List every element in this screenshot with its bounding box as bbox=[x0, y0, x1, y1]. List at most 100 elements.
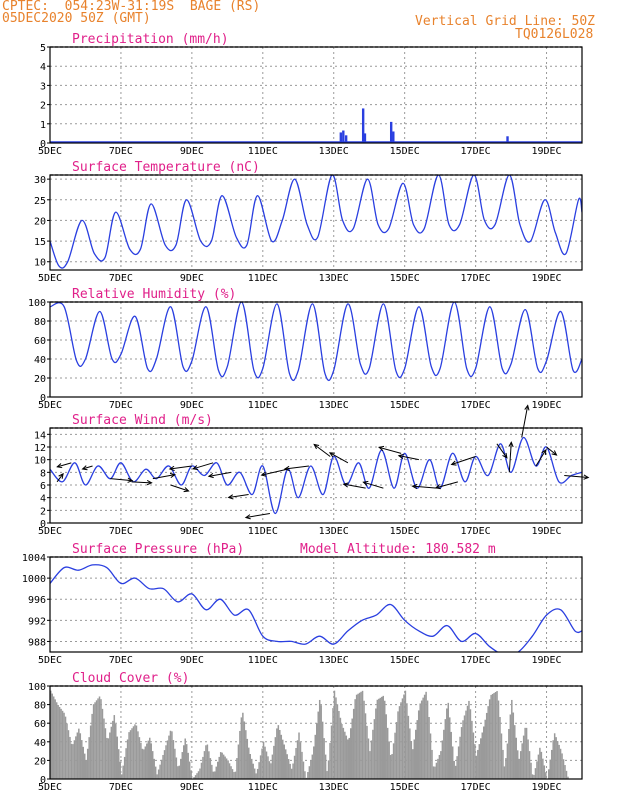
pressure-xtick-label: 9DEC bbox=[180, 655, 204, 666]
cloud-bar bbox=[132, 726, 135, 779]
cloud-bar bbox=[357, 693, 359, 779]
wind-vector-arrowhead bbox=[524, 404, 530, 411]
wind-vector-arrowhead bbox=[378, 445, 385, 451]
cloud-bar bbox=[459, 736, 461, 779]
cloud-bar bbox=[83, 753, 86, 779]
cloud-bar bbox=[494, 692, 497, 779]
temp-xtick-label: 15DEC bbox=[390, 273, 420, 284]
wind-vector-arrow bbox=[82, 465, 93, 470]
cloud-bar bbox=[221, 752, 223, 779]
cloud-bar bbox=[55, 702, 58, 779]
pressure-ytick-label: 1004 bbox=[22, 553, 46, 564]
cloud-bar bbox=[273, 745, 275, 779]
rh-panel: 0 20 40 60 80 100 5DEC 7DEC 9DEC 11DEC 13DEC 15DEC 1… bbox=[28, 287, 583, 411]
cloud-bar bbox=[54, 699, 56, 779]
cloud-bar bbox=[82, 746, 85, 779]
cloud-bar bbox=[106, 737, 108, 779]
cloud-bar bbox=[347, 739, 349, 779]
wind-vector-arrow bbox=[56, 473, 64, 483]
wind-vector-arrowhead bbox=[260, 471, 267, 477]
wind-vector-arrowhead bbox=[397, 453, 404, 460]
wind-ytick-label: 4 bbox=[40, 494, 46, 505]
cloud-bar bbox=[481, 732, 484, 779]
cloud-bar bbox=[415, 729, 417, 779]
wind-vector-arrow bbox=[261, 468, 288, 476]
cloud-bar bbox=[422, 697, 424, 779]
cloud-bar bbox=[237, 744, 240, 779]
pressure-ytick-label: 988 bbox=[28, 637, 46, 648]
rh-title: Relative Humidity (%) bbox=[72, 287, 236, 302]
cloud-bar bbox=[307, 772, 309, 779]
cloud-bar bbox=[97, 698, 99, 779]
temp-ytick-label: 30 bbox=[34, 175, 46, 186]
wind-vector-arrow bbox=[378, 446, 402, 454]
cloud-bar bbox=[394, 732, 396, 779]
cloud-bar bbox=[60, 708, 62, 779]
temp-xtick-label: 5DEC bbox=[38, 273, 62, 284]
precip-xtick-label: 9DEC bbox=[180, 146, 204, 157]
wind-vector-arrow bbox=[208, 471, 231, 477]
cloud-bar bbox=[193, 777, 195, 779]
temp-xtick-label: 7DEC bbox=[109, 273, 133, 284]
cloud-bar bbox=[446, 708, 448, 779]
cloud-bar bbox=[401, 698, 404, 779]
cloud-bar bbox=[197, 771, 200, 779]
cloud-bar bbox=[471, 720, 473, 779]
cloud-bar bbox=[565, 770, 568, 779]
cloud-bar bbox=[116, 736, 118, 779]
cloud-bar bbox=[110, 726, 113, 779]
wind-vector-arrow bbox=[245, 513, 270, 518]
cloud-bar bbox=[372, 729, 374, 779]
cloud-bar bbox=[332, 708, 334, 779]
cloud-bar bbox=[341, 723, 343, 779]
cloud-bar bbox=[336, 704, 339, 779]
cloud-bar bbox=[395, 722, 398, 779]
cloud-bar bbox=[505, 758, 507, 779]
wind-vector-arrow bbox=[284, 465, 309, 470]
pressure-xtick-label: 17DEC bbox=[461, 655, 491, 666]
pressure-ytick-label: 992 bbox=[28, 616, 46, 627]
cloud-bar bbox=[75, 736, 77, 779]
cloud-bar bbox=[171, 731, 173, 779]
cloud-bar bbox=[104, 728, 107, 779]
cloud-bar bbox=[311, 754, 314, 779]
cloud-bar bbox=[366, 725, 368, 779]
cloud-bar bbox=[518, 758, 520, 779]
wind-xtick-label: 5DEC bbox=[38, 526, 62, 537]
cloud-bar bbox=[91, 713, 93, 779]
cloud-bar bbox=[73, 740, 76, 779]
precip-ytick-label: 1 bbox=[40, 120, 46, 131]
cloud-xtick-label: 13DEC bbox=[319, 782, 349, 793]
cloud-bar bbox=[115, 723, 117, 779]
wind-vector-arrowhead bbox=[411, 483, 418, 490]
cloud-bar bbox=[506, 743, 509, 779]
cloud-xtick-label: 15DEC bbox=[390, 782, 420, 793]
cloud-ytick-label: 60 bbox=[34, 719, 46, 730]
wind-ytick-label: 8 bbox=[40, 468, 46, 479]
cloud-bar bbox=[138, 737, 141, 779]
cloud-bar bbox=[435, 762, 438, 779]
cloud-bar bbox=[468, 700, 470, 779]
wind-vector-arrowhead bbox=[328, 452, 335, 458]
cloud-bar bbox=[528, 751, 531, 779]
rh-xtick-label: 17DEC bbox=[461, 400, 491, 411]
cloud-bar bbox=[512, 712, 515, 779]
cloud-bar bbox=[537, 754, 540, 779]
cloud-bar bbox=[440, 751, 442, 779]
wind-vector-arrow bbox=[451, 456, 476, 465]
temp-series-line bbox=[50, 175, 582, 269]
cloud-bar bbox=[66, 723, 68, 779]
temp-xtick-label: 13DEC bbox=[319, 273, 349, 284]
cloud-bar bbox=[252, 763, 254, 779]
cloud-xtick-label: 17DEC bbox=[461, 782, 491, 793]
cloud-ytick-label: 80 bbox=[34, 701, 46, 712]
cloud-bar bbox=[212, 771, 215, 779]
cloud-bar bbox=[361, 690, 364, 779]
cloud-bar bbox=[214, 771, 216, 779]
wind-series-line bbox=[50, 436, 582, 515]
precip-bar bbox=[363, 133, 367, 143]
cloud-bar bbox=[243, 721, 246, 779]
cloud-bar bbox=[162, 754, 164, 779]
wind-vector-arrowhead bbox=[434, 484, 441, 490]
cloud-bar bbox=[199, 768, 201, 779]
